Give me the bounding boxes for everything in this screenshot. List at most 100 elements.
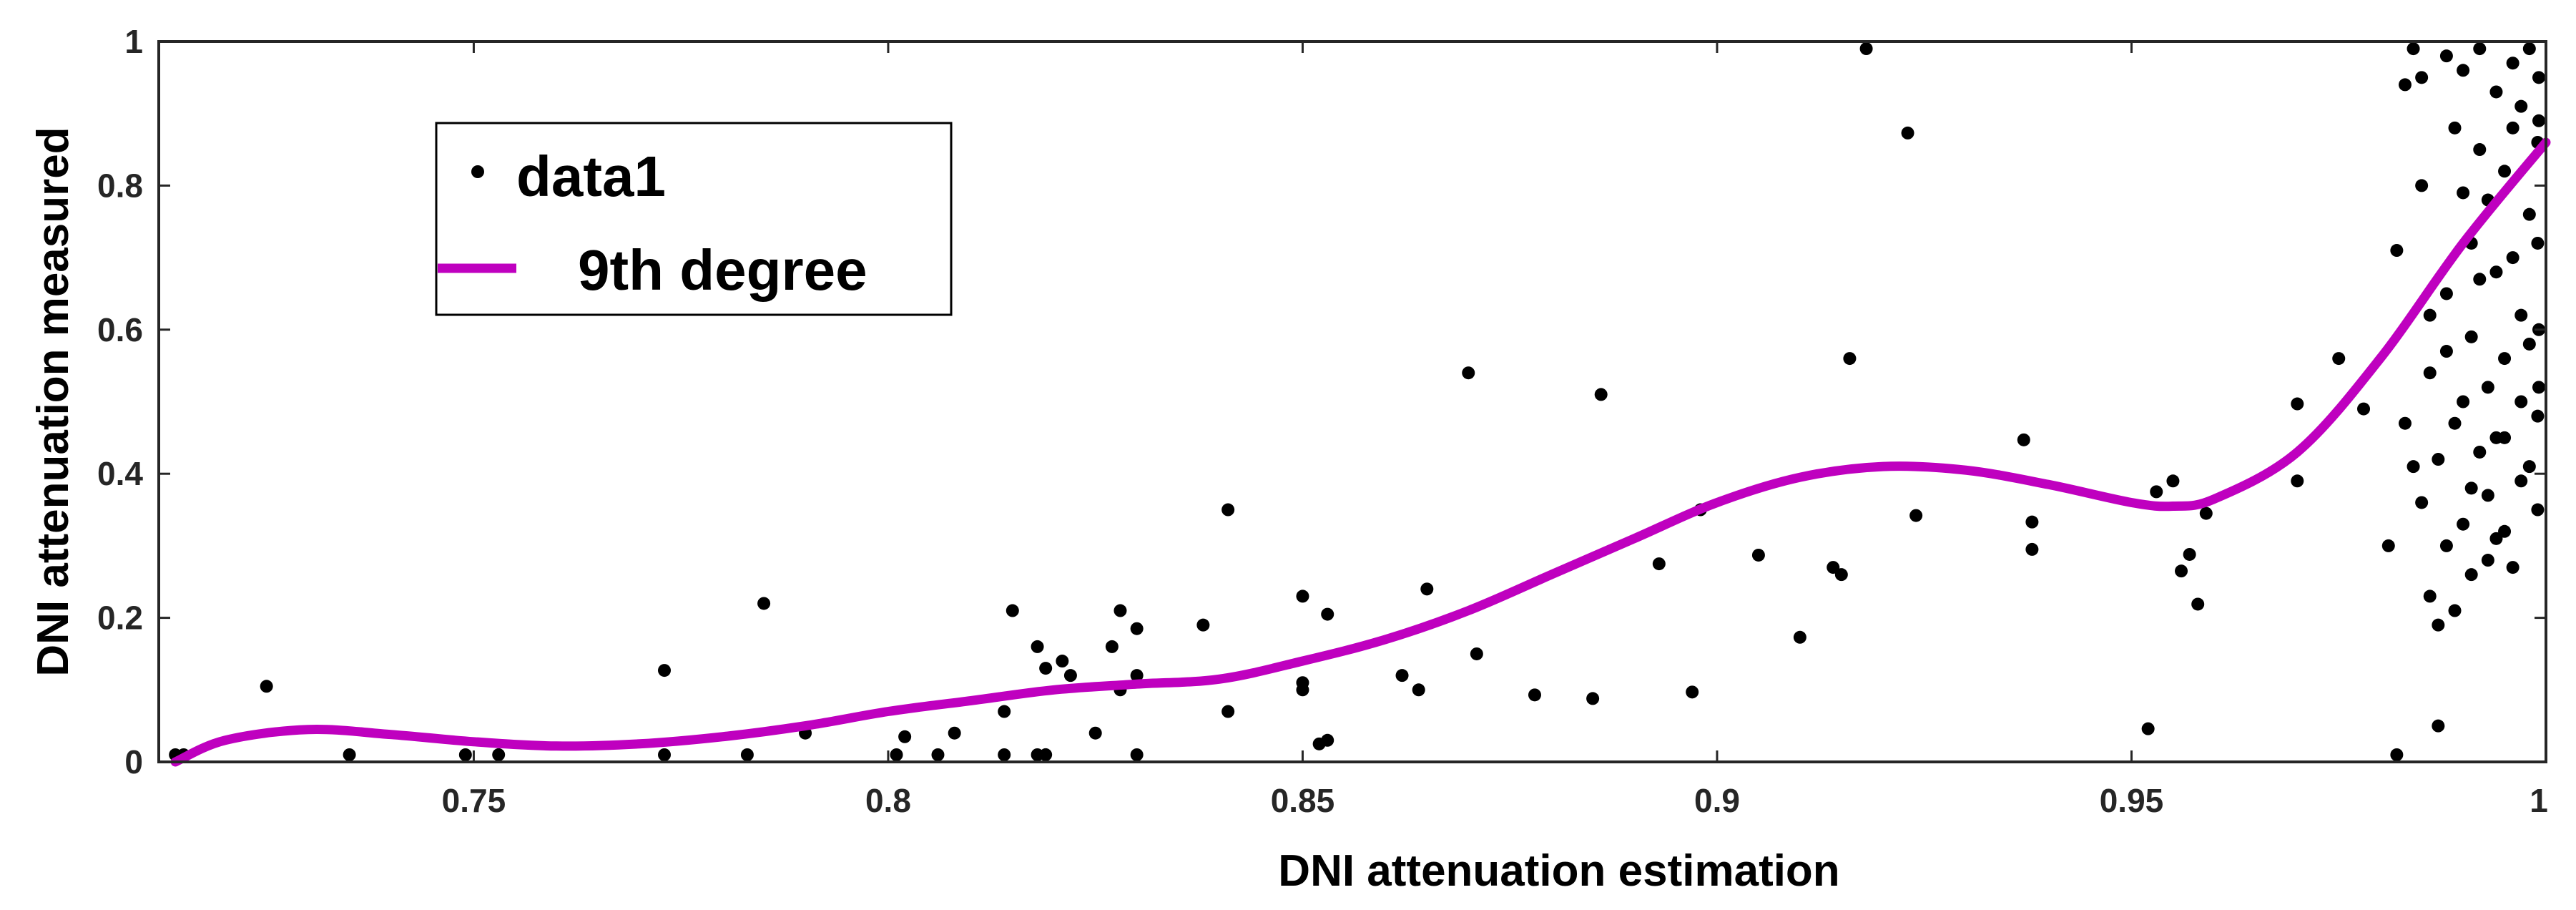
fit-line-9th-degree: [170, 137, 2551, 767]
data-point-75: [2390, 244, 2404, 258]
data-point-84: [2432, 719, 2445, 733]
data-point-96: [2473, 445, 2487, 459]
data-point-55: [1843, 352, 1857, 366]
data-point-15: [998, 705, 1011, 718]
data-point-23: [1063, 669, 1077, 682]
data-point-60: [2025, 515, 2039, 529]
data-point-34: [1296, 589, 1309, 603]
data-point-39: [1312, 737, 1326, 750]
x-tick-label-0: 0.75: [442, 782, 506, 819]
data-point-73: [2381, 539, 2395, 552]
data-point-44: [1470, 647, 1483, 660]
scatter-points: [169, 42, 2545, 761]
data-point-42: [1420, 582, 1434, 596]
data-point-41: [1412, 683, 1425, 697]
data-point-13: [931, 748, 945, 761]
data-point-33: [1221, 705, 1235, 718]
data-point-124: [2407, 42, 2420, 56]
data-point-22: [1056, 655, 1069, 668]
data-point-48: [1652, 557, 1666, 571]
data-point-51: [1751, 548, 1765, 562]
data-point-66: [2183, 547, 2196, 561]
legend-label-data1: data1: [516, 145, 666, 208]
data-point-138: [2522, 460, 2536, 474]
data-point-21: [1039, 748, 1053, 761]
data-point-131: [2464, 481, 2478, 495]
data-point-134: [2489, 431, 2503, 444]
data-point-5: [492, 748, 506, 761]
data-point-83: [2432, 618, 2445, 632]
legend-box: [435, 122, 953, 316]
y-tick-label-3: 0.6: [97, 311, 143, 348]
data-point-100: [2481, 489, 2494, 502]
y-tick-label-2: 0.4: [97, 455, 143, 492]
data-point-76: [2398, 78, 2412, 92]
data-point-98: [2473, 143, 2487, 157]
data-point-31: [1196, 618, 1210, 632]
data-point-30: [1130, 748, 1144, 761]
data-point-120: [2532, 381, 2545, 394]
data-point-63: [2150, 485, 2163, 499]
data-point-17: [1006, 604, 1019, 617]
data-point-79: [2415, 71, 2429, 84]
data-point-62: [2141, 722, 2155, 735]
data-point-58: [1909, 509, 1923, 522]
data-point-110: [2506, 561, 2520, 574]
data-point-67: [2191, 597, 2205, 611]
data-point-28: [1130, 622, 1144, 635]
data-point-12: [898, 730, 912, 743]
plot-frame: [157, 40, 2547, 763]
data-point-19: [1031, 640, 1044, 653]
data-point-9: [757, 597, 771, 610]
y-tick-label-5: 1: [124, 23, 143, 60]
data-point-57: [1901, 126, 1914, 140]
data-point-108: [2506, 57, 2520, 70]
data-point-36: [1296, 683, 1309, 697]
data-point-111: [2514, 308, 2528, 322]
data-point-97: [2473, 42, 2487, 56]
data-point-70: [2291, 397, 2304, 411]
legend: data1 9th degree: [435, 122, 953, 316]
data-point-24: [1088, 726, 1102, 740]
data-point-8: [740, 748, 754, 761]
data-point-7: [658, 748, 672, 761]
data-point-82: [2423, 589, 2437, 603]
x-axis-label: DNI attenuation estimation: [1278, 846, 1839, 896]
data-point-89: [2448, 416, 2462, 430]
data-point-106: [2498, 165, 2512, 178]
data-point-43: [1462, 366, 1475, 380]
x-tick-label-4: 0.95: [2100, 782, 2164, 819]
data-point-32: [1221, 503, 1235, 517]
data-point-74: [2390, 748, 2404, 761]
x-tick-label-5: 1: [2530, 782, 2548, 819]
data-point-65: [2175, 564, 2188, 578]
data-point-29: [1130, 669, 1144, 682]
data-point-26: [1114, 604, 1127, 617]
y-tick-label-0: 0: [124, 743, 143, 781]
data-point-11: [890, 748, 903, 761]
data-point-45: [1528, 688, 1541, 702]
data-point-91: [2457, 517, 2470, 531]
data-point-16: [998, 748, 1011, 761]
data-point-78: [2407, 460, 2420, 474]
data-point-128: [2439, 345, 2453, 358]
data-point-123: [2532, 114, 2545, 127]
data-point-6: [658, 664, 672, 677]
data-point-40: [1395, 669, 1409, 682]
legend-marker-data1: [471, 165, 484, 178]
data-point-104: [2489, 532, 2503, 545]
data-point-47: [1594, 388, 1608, 401]
data-point-127: [2432, 453, 2445, 466]
data-point-53: [1827, 561, 1840, 574]
data-point-3: [343, 748, 356, 761]
data-point-94: [2464, 568, 2478, 582]
data-point-52: [1793, 630, 1806, 644]
data-point-88: [2448, 121, 2462, 134]
data-point-117: [2531, 409, 2545, 423]
data-point-125: [2415, 179, 2429, 192]
data-point-121: [2532, 71, 2545, 84]
data-point-77: [2398, 416, 2412, 430]
x-tick-label-1: 0.8: [865, 782, 911, 819]
legend-label-9th-degree: 9th degree: [578, 238, 867, 302]
